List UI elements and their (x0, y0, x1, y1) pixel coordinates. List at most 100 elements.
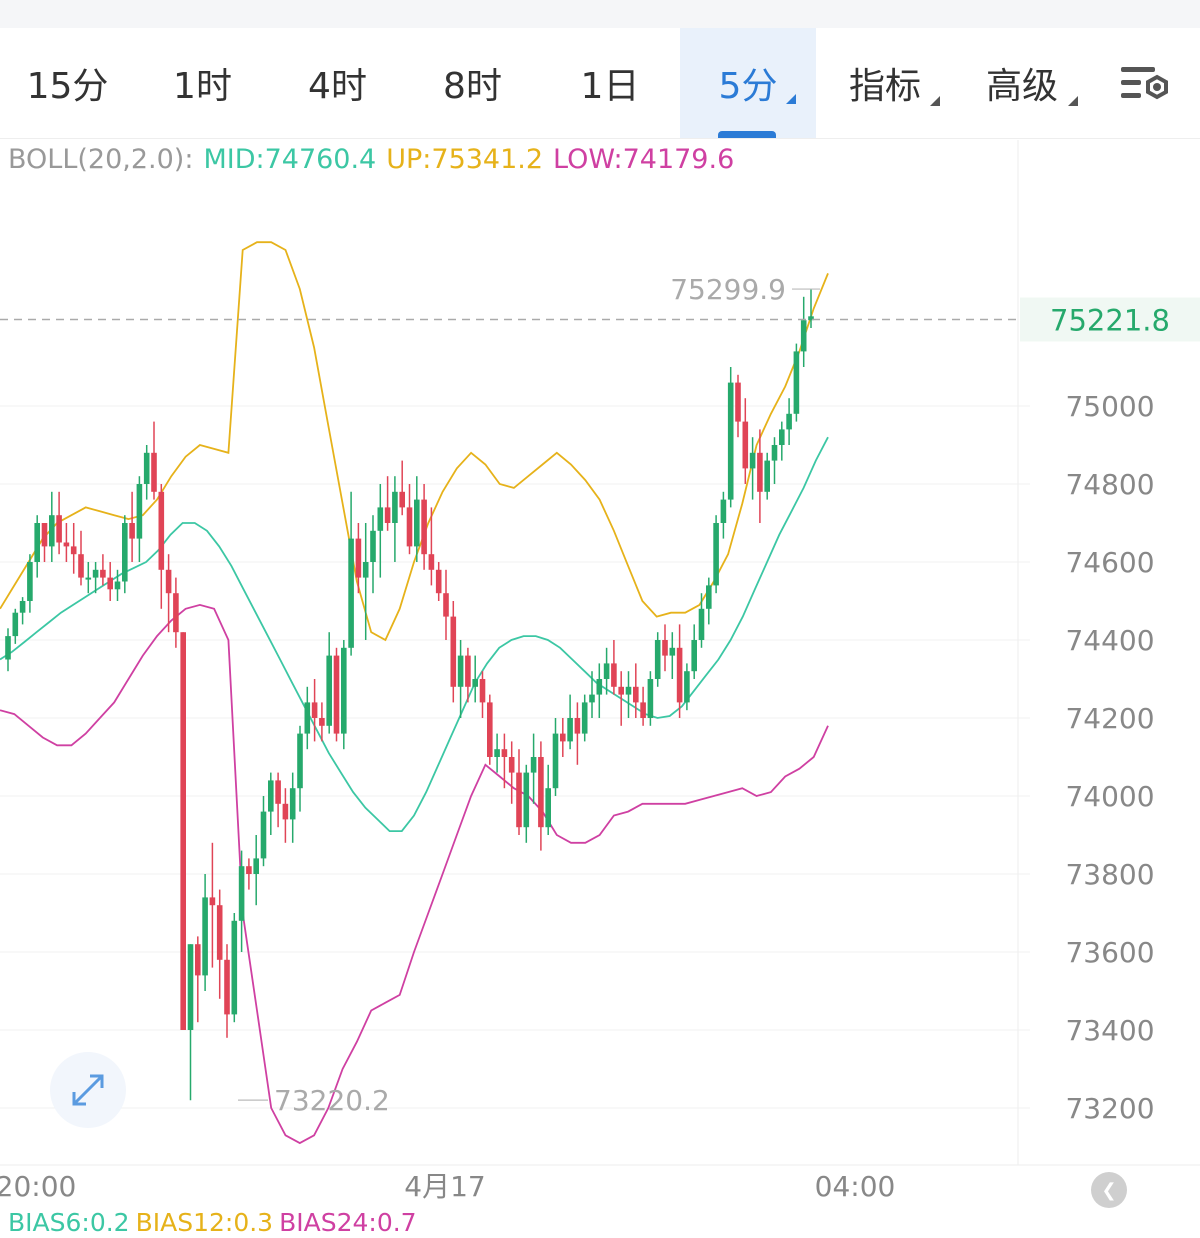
candle-body (268, 780, 274, 812)
candlestick-chart[interactable]: 75000 74800 74600 74400 74200 74000 73800 73600… (0, 140, 1200, 1208)
fullscreen-button[interactable] (50, 1052, 126, 1128)
x-tick-label: 20:00 (0, 1170, 76, 1203)
candle-body (151, 452, 157, 492)
candle-body (392, 491, 398, 523)
y-tick-label: 74800 (1065, 468, 1154, 501)
tab-advanced[interactable]: 高级 (954, 28, 1090, 138)
dropdown-triangle-icon (786, 94, 796, 104)
boll-up: UP:75341.2 (386, 144, 544, 175)
candle-body (289, 788, 296, 820)
candle-body (195, 944, 201, 976)
candle-body (567, 718, 573, 742)
boll-name: BOLL(20,2.0): (8, 144, 194, 175)
interval-tabbar: 15分 1时 4时 8时 1日 5分 指标 高级 (0, 28, 1200, 139)
candle-body (70, 546, 77, 555)
candle-body (129, 523, 135, 539)
collapse-left-icon: ❮ (1101, 1179, 1117, 1201)
candle-body (202, 897, 208, 976)
y-tick-label: 73400 (1065, 1014, 1154, 1047)
low-marker-label: 73220.2 (274, 1084, 390, 1117)
candle-body (180, 632, 186, 1030)
candle-body (304, 702, 311, 734)
candle-body (246, 866, 252, 874)
candle-body (749, 452, 756, 469)
candle-body (107, 577, 113, 590)
candle-body (92, 569, 99, 578)
boll-mid-line (0, 436, 829, 832)
y-tick-label: 74000 (1065, 780, 1154, 813)
candle-body (443, 593, 449, 617)
candle-body (465, 655, 471, 687)
candle-body (78, 554, 84, 578)
candle-body (618, 686, 624, 695)
chart-settings-button[interactable] (1100, 28, 1190, 138)
candle-body (63, 542, 70, 547)
tab-label: 15分 (26, 66, 109, 107)
candle-body (596, 679, 603, 695)
chart-settings-icon (1121, 67, 1168, 100)
candle-body (209, 897, 216, 906)
boll-legend: BOLL(20,2.0): MID:74760.4 UP:75341.2 LOW:74… (8, 140, 744, 180)
candle-body (114, 581, 121, 590)
expand-arrows-icon (72, 1074, 104, 1106)
candle-body (771, 445, 778, 461)
y-tick-label: 73600 (1065, 936, 1154, 969)
bias12: BIAS12:0.3 (135, 1208, 274, 1237)
scroll-to-start-button[interactable]: ❮ (1091, 1172, 1127, 1208)
candle-body (311, 702, 318, 718)
candle-body (800, 320, 807, 352)
candle-body (253, 858, 259, 874)
dropdown-triangle-icon (930, 96, 940, 106)
candle-body (589, 694, 595, 703)
candle-body (633, 686, 639, 703)
tab-1hour[interactable]: 1时 (135, 28, 270, 138)
candle-body (713, 523, 719, 586)
candle-body (611, 663, 617, 687)
y-tick-label: 73800 (1065, 858, 1154, 891)
tab-1day[interactable]: 1日 (540, 28, 680, 138)
candle-body (720, 499, 727, 523)
candle-body (187, 944, 194, 1030)
candle-body (5, 636, 11, 660)
candle-body (158, 491, 165, 570)
candle-body (136, 484, 143, 539)
candle-body (355, 538, 362, 578)
candle-body (333, 655, 340, 734)
candle-body (34, 523, 40, 562)
candle-body (450, 616, 457, 687)
candle-body (523, 772, 530, 828)
tab-15min[interactable]: 15分 (0, 28, 135, 138)
tab-5min[interactable]: 5分 (680, 28, 816, 138)
tab-label: 指标 (848, 66, 921, 107)
tab-4hour[interactable]: 4时 (270, 28, 405, 138)
candle-body (370, 530, 376, 562)
tab-indicators[interactable]: 指标 (816, 28, 954, 138)
y-tick-label: 73200 (1065, 1092, 1154, 1125)
y-tick-label: 74200 (1065, 702, 1154, 735)
candle-body (319, 718, 325, 726)
candle-body (654, 640, 661, 679)
candle-body (377, 507, 384, 531)
tab-8hour[interactable]: 8时 (405, 28, 540, 138)
candle-body (698, 608, 705, 640)
candle-body (362, 562, 369, 578)
candle-body (786, 413, 792, 430)
candle-body (231, 920, 238, 1015)
candle-body (406, 507, 413, 547)
candle-body (487, 702, 493, 757)
candle-body (238, 866, 245, 921)
candle-body (625, 686, 632, 695)
y-tick-label: 74400 (1065, 624, 1154, 657)
bias6: BIAS6:0.2 (8, 1208, 130, 1237)
status-strip (0, 0, 1200, 28)
candle-body (85, 577, 92, 580)
candle-body (143, 452, 150, 484)
tab-label: 4时 (308, 66, 367, 107)
candle-body (508, 757, 515, 773)
candle-body (49, 515, 55, 547)
candle-body (27, 562, 33, 601)
tab-label: 1日 (580, 66, 640, 107)
active-tab-indicator (718, 131, 776, 138)
candle-body (297, 733, 303, 789)
tab-label: 1时 (173, 66, 232, 107)
